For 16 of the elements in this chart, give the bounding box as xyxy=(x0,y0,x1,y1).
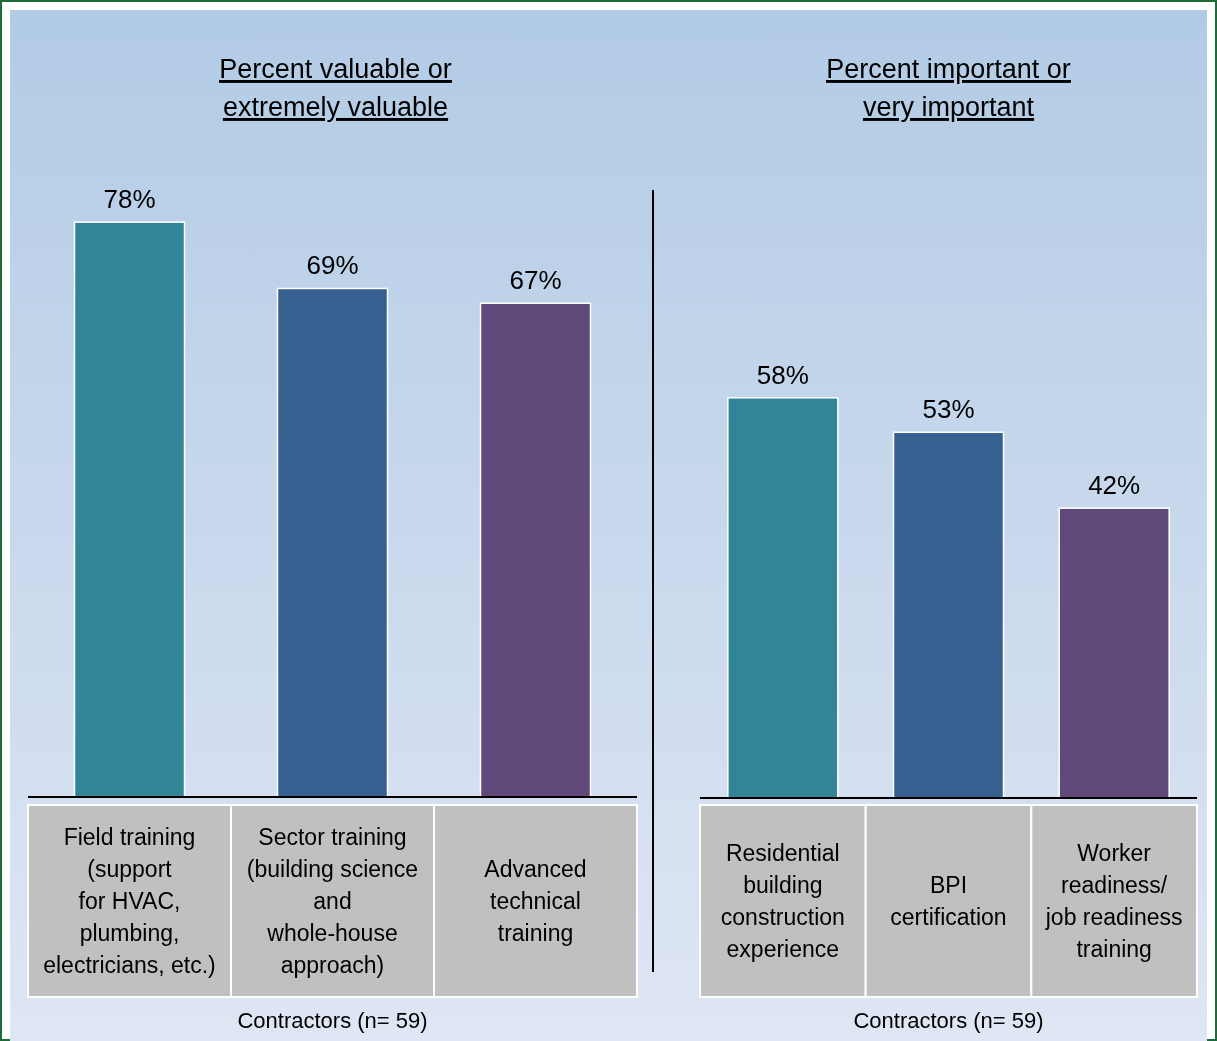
text: Contractors (n= 59) xyxy=(853,1008,1044,1033)
x-tick-label: Residential building construction experience xyxy=(720,840,845,962)
x-tick-label: Advanced technical training xyxy=(484,856,587,946)
x-tick-label: BPI certification xyxy=(890,872,1007,930)
data-label: 69% xyxy=(306,250,359,281)
data-label: 67% xyxy=(509,265,562,296)
data-label: 53% xyxy=(922,394,975,425)
chart-title: Percent valuable or extremely valuable xyxy=(219,54,452,122)
data-label: 58% xyxy=(756,359,809,390)
data-label: 42% xyxy=(1088,470,1141,501)
data-label: 78% xyxy=(103,184,156,215)
x-tick-label: Sector training (building science and whole-house approach) xyxy=(246,824,419,978)
chart-title: Percent important or very important xyxy=(826,54,1071,122)
text: Contractors (n= 59) xyxy=(237,1008,428,1033)
x-tick-label: Worker readiness/ job readiness training xyxy=(1044,840,1183,962)
x-tick-label: Field training (support for HVAC, plumbing, electricians, etc.) xyxy=(43,824,216,978)
